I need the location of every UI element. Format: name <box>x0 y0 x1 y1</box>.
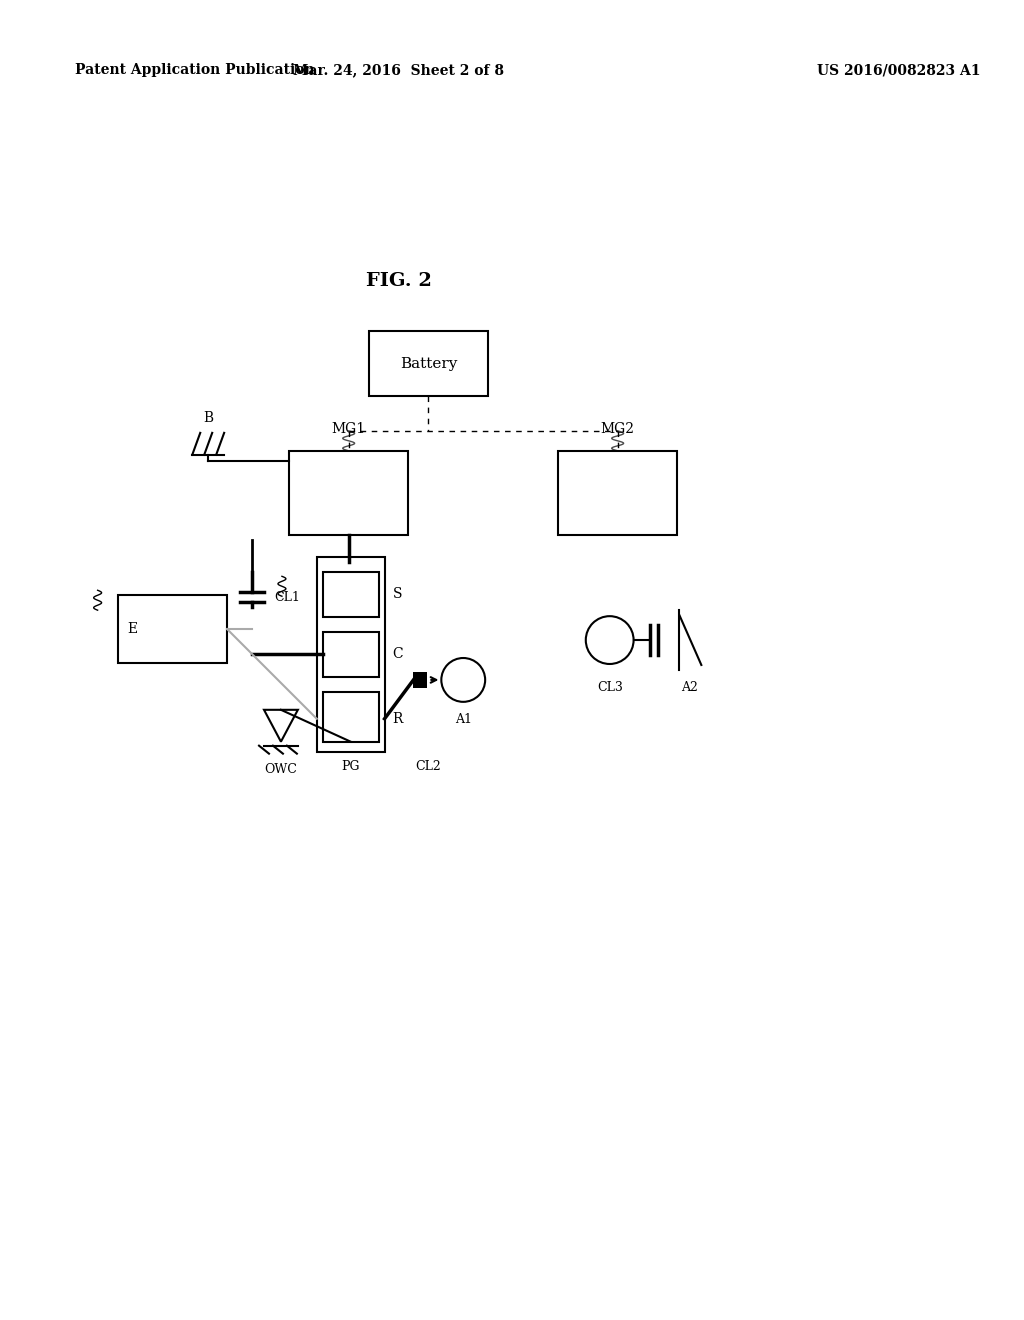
Text: E: E <box>127 622 137 636</box>
Text: PG: PG <box>341 760 359 774</box>
FancyBboxPatch shape <box>323 692 379 742</box>
FancyBboxPatch shape <box>118 595 227 663</box>
Text: CL3: CL3 <box>597 681 623 694</box>
Text: C: C <box>392 647 403 661</box>
Text: A1: A1 <box>455 713 472 726</box>
Text: Patent Application Publication: Patent Application Publication <box>75 63 314 78</box>
Text: Battery: Battery <box>399 356 457 371</box>
Text: MG1: MG1 <box>332 422 366 436</box>
Text: A2: A2 <box>681 681 697 694</box>
Text: CL2: CL2 <box>416 760 441 774</box>
FancyBboxPatch shape <box>316 557 385 751</box>
Text: MG2: MG2 <box>601 422 635 436</box>
Text: US 2016/0082823 A1: US 2016/0082823 A1 <box>817 63 980 78</box>
Text: OWC: OWC <box>264 763 297 776</box>
FancyBboxPatch shape <box>323 632 379 677</box>
Text: Mar. 24, 2016  Sheet 2 of 8: Mar. 24, 2016 Sheet 2 of 8 <box>293 63 504 78</box>
FancyBboxPatch shape <box>414 672 427 688</box>
Text: FIG. 2: FIG. 2 <box>366 272 431 290</box>
Text: CL1: CL1 <box>274 591 300 603</box>
Text: R: R <box>392 711 402 726</box>
FancyBboxPatch shape <box>323 573 379 618</box>
FancyBboxPatch shape <box>289 451 409 536</box>
Text: B: B <box>203 411 213 425</box>
FancyBboxPatch shape <box>369 331 488 396</box>
FancyBboxPatch shape <box>558 451 678 536</box>
Text: S: S <box>392 587 402 601</box>
